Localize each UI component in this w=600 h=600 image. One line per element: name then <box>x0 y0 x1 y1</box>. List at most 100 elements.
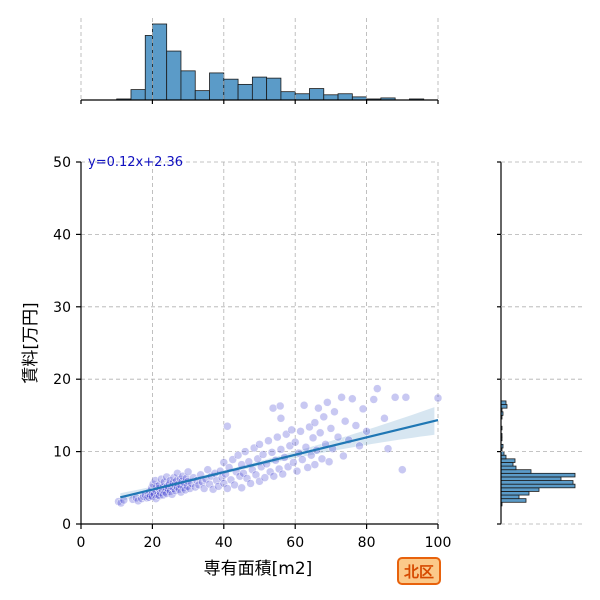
data-point <box>324 457 334 466</box>
data-point <box>278 469 287 479</box>
data-point <box>326 424 336 433</box>
y-tick-label: 0 <box>62 517 71 533</box>
data-point <box>287 425 296 435</box>
x-hist-bar <box>294 93 310 101</box>
data-point <box>205 479 214 489</box>
data-point <box>251 470 261 480</box>
data-point <box>290 437 300 447</box>
x-hist-bar <box>144 35 153 101</box>
data-point <box>314 403 323 413</box>
x-axis-title: 専有面積[m2] <box>204 559 313 579</box>
x-hist-bar <box>180 70 196 101</box>
data-point <box>337 393 346 402</box>
data-point <box>348 394 357 403</box>
y-hist-bar <box>500 498 527 503</box>
data-point <box>333 432 343 442</box>
data-point <box>268 403 278 413</box>
data-point <box>246 479 255 488</box>
x-hist-bar <box>266 77 282 101</box>
x-hist-bar <box>237 83 253 101</box>
y-hist-bar <box>500 480 574 485</box>
y-hist-bar <box>500 491 530 496</box>
data-point <box>339 451 348 461</box>
y-hist-bar <box>500 462 514 467</box>
axes: 0 20 40 60 80 100 0 10 20 30 40 50 <box>53 155 451 551</box>
data-point <box>310 418 320 427</box>
data-point <box>299 401 309 410</box>
y-hist-bar <box>500 404 508 409</box>
data-point <box>340 416 350 426</box>
data-point <box>219 479 229 488</box>
data-point <box>240 447 250 456</box>
y-hist-bar <box>500 458 516 463</box>
data-point <box>296 427 305 436</box>
x-marginal-histogram <box>80 23 439 104</box>
y-marginal-histogram <box>497 161 576 525</box>
data-point <box>358 404 368 414</box>
x-hist-bar <box>280 91 296 101</box>
data-point <box>208 484 218 494</box>
data-point <box>239 469 248 478</box>
data-point <box>219 458 229 467</box>
data-point <box>269 471 279 481</box>
data-point <box>233 450 243 460</box>
data-point <box>267 448 277 457</box>
data-point <box>214 482 223 491</box>
x-tick-label: 40 <box>215 535 233 551</box>
x-hist-bar <box>166 50 182 101</box>
y-hist-bar <box>500 465 517 471</box>
data-point <box>185 484 195 493</box>
data-point <box>265 467 275 477</box>
data-point <box>301 443 311 452</box>
x-tick-label: 60 <box>286 535 304 551</box>
data-point <box>289 458 298 467</box>
x-hist-bar <box>223 78 239 101</box>
data-point <box>308 433 318 443</box>
data-point <box>223 484 232 493</box>
data-point <box>351 421 361 430</box>
data-point <box>223 422 232 431</box>
y-tick-label: 50 <box>53 155 71 171</box>
x-hist-bar <box>323 94 339 101</box>
data-point <box>183 467 193 477</box>
y-hist-bar <box>500 476 562 481</box>
x-tick-label: 80 <box>358 535 376 551</box>
y-axis-title: 賃料[万円] <box>21 302 41 383</box>
data-point <box>398 465 407 474</box>
data-point <box>237 483 246 493</box>
x-hist-bar <box>209 72 225 101</box>
y-tick-label: 10 <box>53 445 71 461</box>
data-point <box>292 466 302 476</box>
data-point <box>276 445 286 454</box>
data-point <box>303 463 312 472</box>
y-hist-bar <box>500 494 520 500</box>
data-point <box>390 393 400 402</box>
data-point <box>276 414 286 423</box>
data-point <box>162 472 171 482</box>
y-hist-bar <box>500 400 507 405</box>
data-point <box>255 440 264 449</box>
data-point <box>235 471 245 481</box>
x-hist-bar <box>309 88 325 101</box>
regression-line-group <box>120 418 439 499</box>
scatter-points <box>114 384 443 508</box>
y-tick-label: 30 <box>53 300 71 316</box>
data-point <box>275 401 285 411</box>
data-point <box>433 393 443 403</box>
data-point <box>380 414 389 423</box>
regression-equation: y=0.12x+2.36 <box>88 155 183 170</box>
x-hist-bar <box>251 76 268 101</box>
data-point <box>274 464 284 474</box>
y-tick-label: 40 <box>53 227 71 243</box>
data-point <box>401 393 411 402</box>
data-point <box>242 474 252 483</box>
data-point <box>114 497 123 506</box>
data-point <box>176 487 186 497</box>
district-badge: 北区 <box>397 557 441 585</box>
data-point <box>230 480 239 490</box>
data-point <box>258 450 268 459</box>
x-hist-bar <box>337 93 353 101</box>
data-point <box>298 455 307 464</box>
x-hist-bar <box>130 89 146 101</box>
